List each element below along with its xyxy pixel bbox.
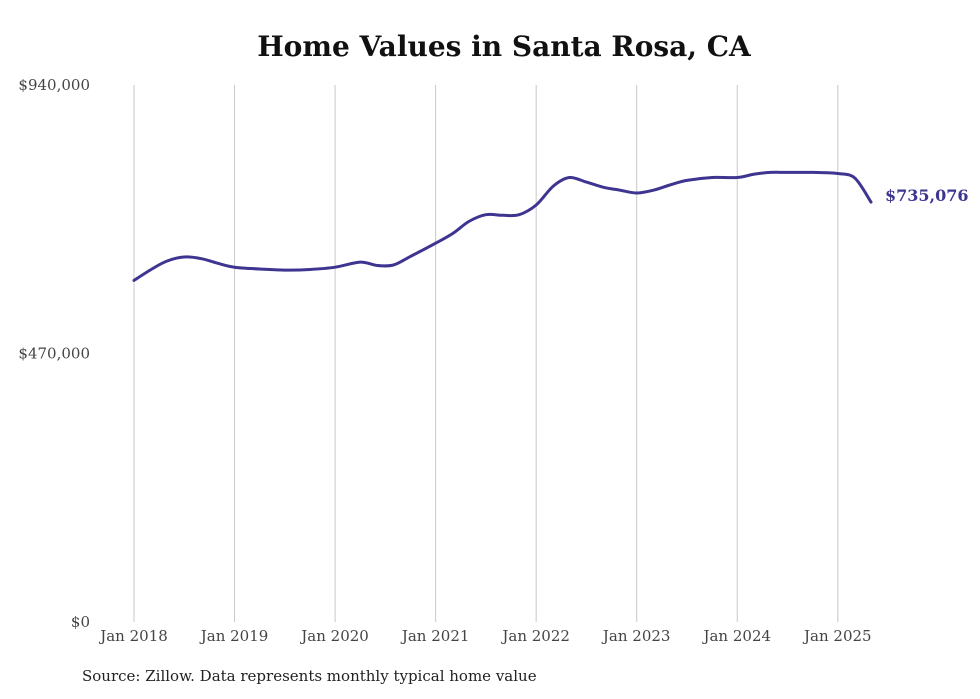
series-layer [132,170,873,282]
grid-lines [133,85,839,622]
x-axis-ticks: Jan 2018 Jan 2019 Jan 2020 Jan 2021 Jan 2022… [98,627,871,645]
y-tick-label: $940,000 [18,76,90,94]
y-axis-ticks: $0 $470,000 $940,000 [18,76,90,631]
source-note: Source: Zillow. Data represents monthly … [82,667,537,685]
y-tick-label: $470,000 [18,345,90,363]
chart-title: Home Values in Santa Rosa, CA [257,30,751,63]
x-tick-label: Jan 2022 [500,627,570,645]
x-tick-label: Jan 2024 [701,627,771,645]
x-tick-label: Jan 2018 [98,627,168,645]
y-tick-label: $0 [71,613,90,631]
end-value-label: $735,076 [885,186,969,205]
x-tick-label: Jan 2025 [802,627,872,645]
series-line [132,170,873,282]
x-tick-label: Jan 2019 [199,627,269,645]
end-label-layer: $735,076 [885,186,969,205]
x-tick-label: Jan 2023 [601,627,671,645]
x-tick-label: Jan 2021 [400,627,470,645]
x-tick-label: Jan 2020 [299,627,369,645]
